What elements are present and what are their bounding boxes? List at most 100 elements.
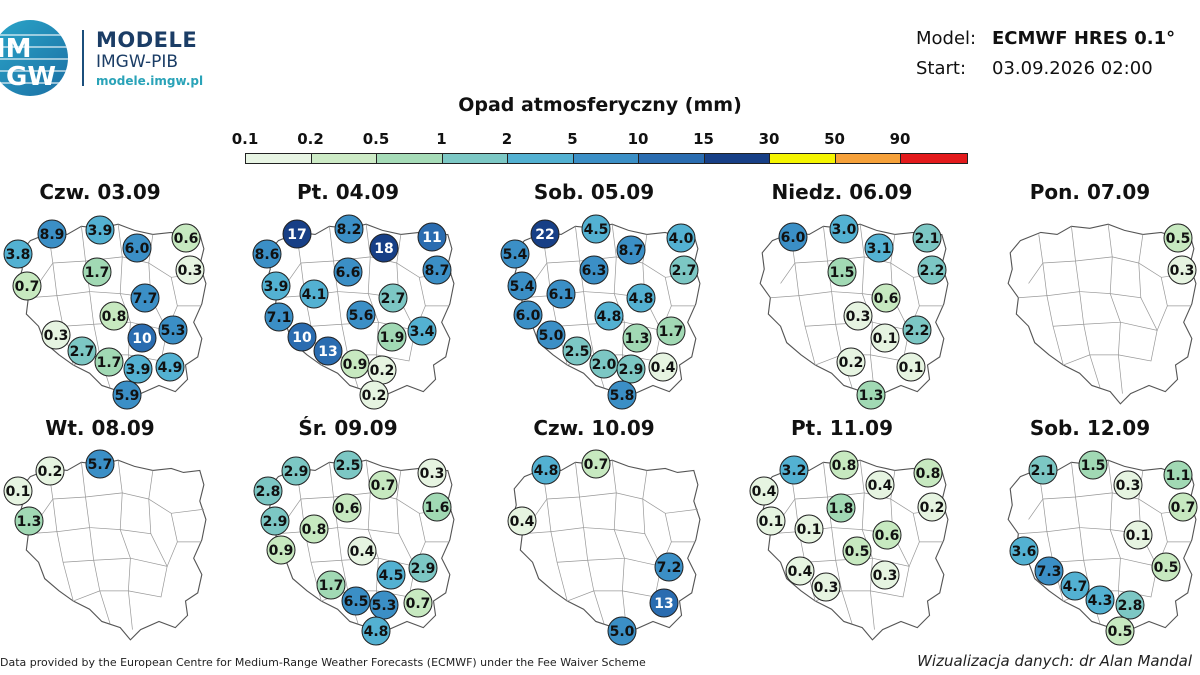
precip-value: 6.0 xyxy=(516,308,541,324)
legend-labels: 0.1 0.2 0.5 1 2 5 10 15 30 50 90 xyxy=(0,130,1200,150)
precip-marker: 2.9 xyxy=(281,456,311,486)
precip-value: 2.2 xyxy=(905,323,930,339)
brand-divider xyxy=(82,30,84,86)
precip-marker: 0.7 xyxy=(581,449,611,479)
day-title: Pt. 04.09 xyxy=(296,180,400,204)
day-title: Wt. 08.09 xyxy=(45,416,155,440)
precip-marker: 0.2 xyxy=(35,456,65,486)
day-title: Czw. 03.09 xyxy=(39,180,161,204)
precip-marker: 5.4 xyxy=(500,239,530,269)
precip-value: 0.2 xyxy=(38,464,63,480)
logo-text-top: IM xyxy=(0,34,32,64)
precip-marker: 2.1 xyxy=(912,223,942,253)
precip-value: 4.5 xyxy=(584,222,609,238)
precip-marker: 6.0 xyxy=(513,300,543,330)
region-border xyxy=(546,226,580,264)
precip-marker: 8.9 xyxy=(37,219,67,249)
precip-marker: 0.5 xyxy=(1151,552,1181,582)
precip-marker: 2.2 xyxy=(902,315,932,345)
precip-marker: 2.7 xyxy=(378,283,408,313)
precip-marker: 0.6 xyxy=(332,493,362,523)
precip-value: 1.3 xyxy=(17,514,42,530)
precip-marker: 7.7 xyxy=(130,283,160,313)
region-border xyxy=(1118,354,1123,394)
legend-color-swatch xyxy=(246,154,312,163)
precip-marker: 0.8 xyxy=(913,458,943,488)
precip-value: 1.5 xyxy=(830,265,855,281)
precip-marker: 1.5 xyxy=(827,257,857,287)
region-border xyxy=(1118,330,1158,362)
precip-value: 6.3 xyxy=(582,263,607,279)
precip-value: 2.7 xyxy=(70,344,95,360)
precip-marker: 0.2 xyxy=(367,355,397,385)
region-border xyxy=(1075,256,1113,295)
precip-marker: 6.1 xyxy=(546,279,576,309)
precip-value: 3.9 xyxy=(264,279,289,295)
precip-marker: 0.5 xyxy=(1163,223,1193,253)
precip-value: 4.7 xyxy=(1063,579,1088,595)
precip-marker: 4.8 xyxy=(361,616,391,646)
precip-value: 1.9 xyxy=(380,330,405,346)
precip-marker: 8.7 xyxy=(422,255,452,285)
region-border xyxy=(804,326,816,366)
precip-value: 8.6 xyxy=(255,247,280,263)
day-title: Śr. 09.09 xyxy=(298,416,398,440)
precip-value: 8.2 xyxy=(337,222,362,238)
precip-marker: 4.8 xyxy=(594,301,624,331)
precip-value: 0.6 xyxy=(335,501,360,517)
precip-marker: 2.5 xyxy=(562,336,592,366)
precip-marker: 7.3 xyxy=(1034,556,1064,586)
precip-marker: 5.9 xyxy=(112,380,142,410)
precip-value: 6.5 xyxy=(344,594,369,610)
region-border xyxy=(128,566,168,598)
precip-value: 0.7 xyxy=(371,478,396,494)
region-border xyxy=(1075,224,1113,262)
precip-marker: 2.9 xyxy=(616,354,646,384)
precip-marker: 0.9 xyxy=(266,535,296,565)
brand-logo-block: IM GW MODELE IMGW-PIB modele.imgw.pl xyxy=(0,8,240,96)
region-border xyxy=(908,541,920,567)
precip-marker: 6.6 xyxy=(333,257,363,287)
precip-marker: 22 xyxy=(530,219,560,249)
precip-marker: 5.3 xyxy=(369,590,399,620)
precip-value: 0.3 xyxy=(873,568,898,584)
precip-value: 6.0 xyxy=(781,230,806,246)
precip-value: 7.3 xyxy=(1037,564,1062,580)
precip-marker: 1.8 xyxy=(826,493,856,523)
precip-value: 4.8 xyxy=(629,291,654,307)
precip-value: 0.2 xyxy=(920,500,945,516)
region-border xyxy=(85,492,123,531)
precip-marker: 6.0 xyxy=(122,233,152,263)
region-border xyxy=(62,562,74,602)
visualization-author: Wizualizacja danych: dr Alan Mandal xyxy=(917,652,1192,670)
precip-marker: 0.1 xyxy=(870,323,900,353)
legend-color-swatch xyxy=(901,154,967,163)
precip-value: 3.6 xyxy=(1012,544,1037,560)
poland-map xyxy=(1007,223,1197,405)
precip-marker: 1.3 xyxy=(14,506,44,536)
precip-value: 0.2 xyxy=(839,355,864,371)
precip-marker: 0.4 xyxy=(507,506,537,536)
brand-title: MODELE xyxy=(96,28,198,52)
precip-marker: 2.2 xyxy=(917,255,947,285)
precip-value: 5.0 xyxy=(610,624,635,640)
precip-marker: 0.7 xyxy=(368,470,398,500)
precip-marker: 4.9 xyxy=(155,352,185,382)
imgw-logo: IM GW xyxy=(0,20,68,96)
region-border xyxy=(557,527,589,563)
precip-marker: 6.0 xyxy=(778,222,808,252)
precip-value: 13 xyxy=(654,596,673,612)
region-border xyxy=(1075,492,1113,531)
precip-value: 0.8 xyxy=(916,466,941,482)
region-border xyxy=(1052,326,1064,366)
legend-color-swatch xyxy=(377,154,443,163)
precip-value: 4.8 xyxy=(597,309,622,325)
precip-value: 5.3 xyxy=(372,598,397,614)
precip-value: 1.3 xyxy=(859,388,884,404)
precip-value: 1.7 xyxy=(659,324,684,340)
legend-color-swatch xyxy=(508,154,574,163)
legend-tick-label: 90 xyxy=(889,130,911,148)
precip-value: 0.5 xyxy=(1108,624,1133,640)
precip-marker: 2.8 xyxy=(253,476,283,506)
brand-url-link[interactable]: modele.imgw.pl xyxy=(96,74,204,88)
